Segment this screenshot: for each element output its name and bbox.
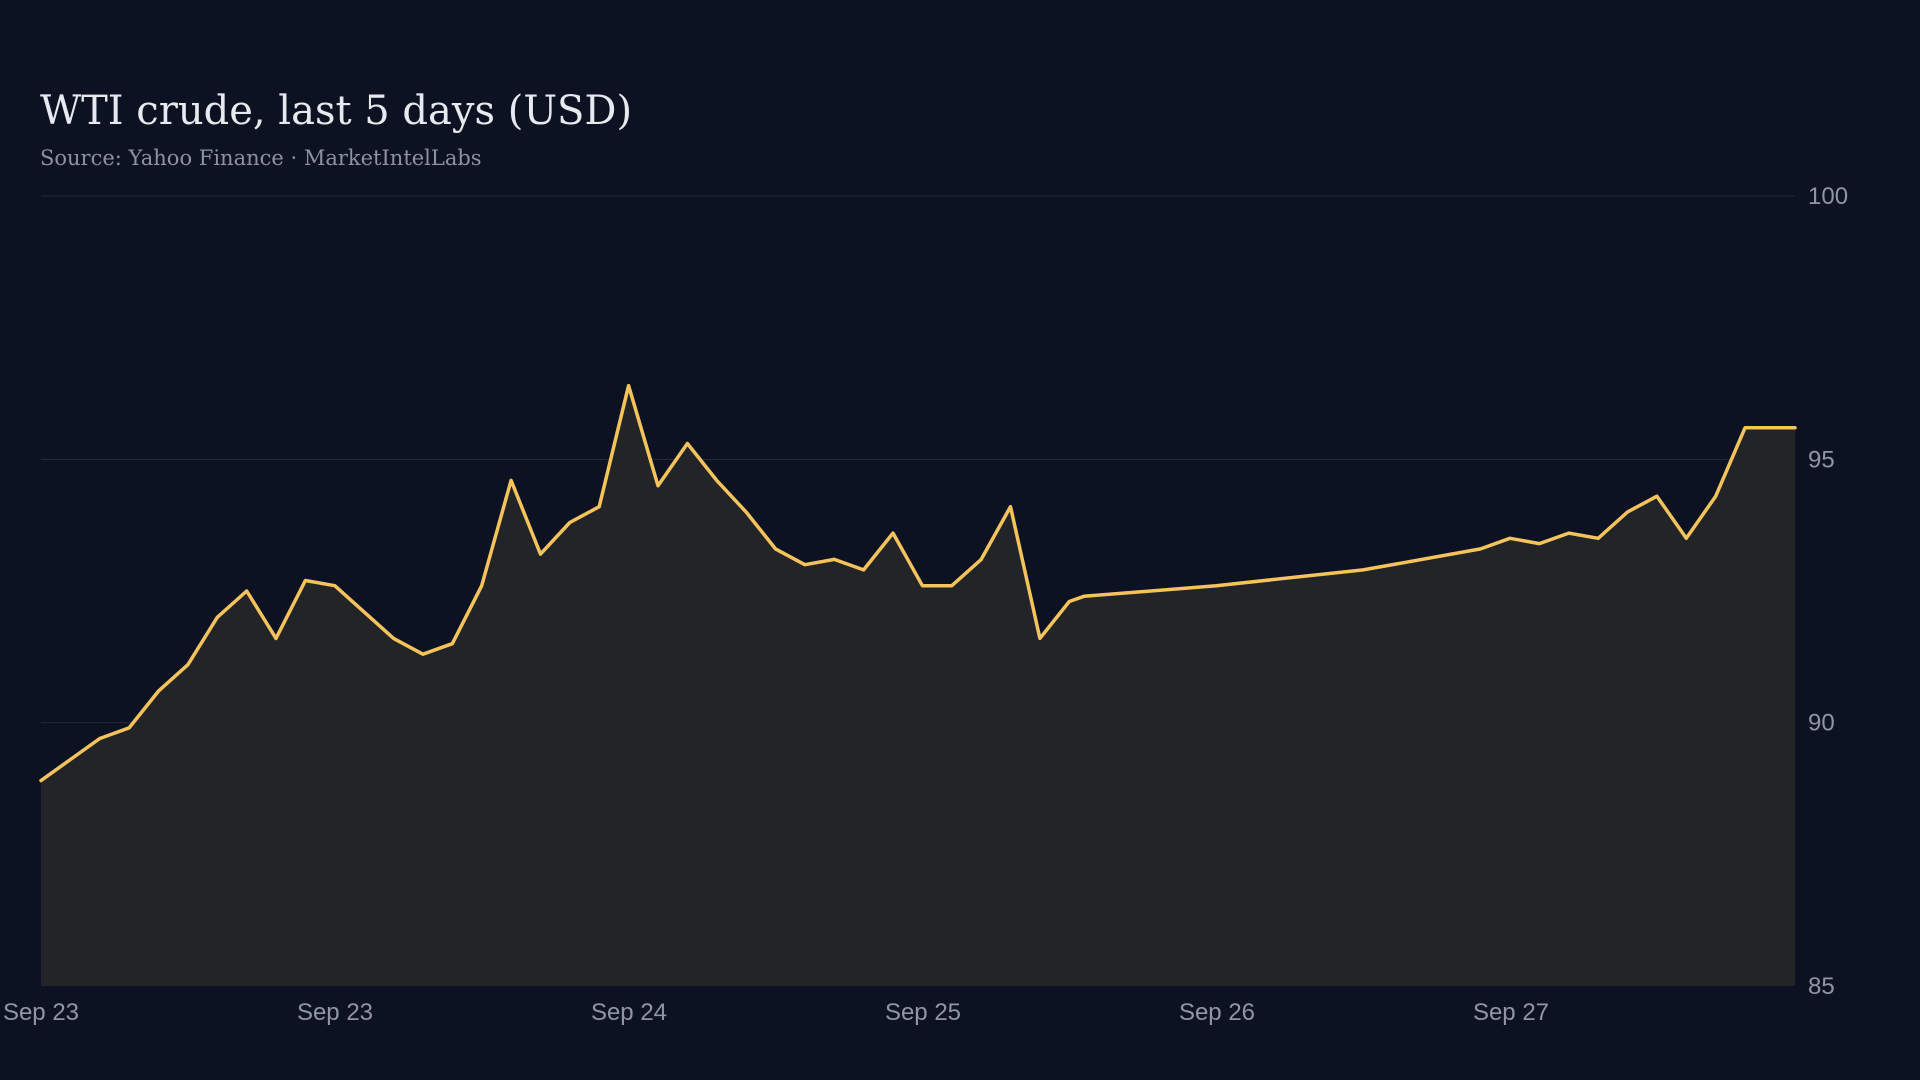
y-tick-label: 90 xyxy=(1808,710,1835,737)
chart-title: WTI crude, last 5 days (USD) xyxy=(40,88,633,134)
chart-subtitle: Source: Yahoo Finance · MarketIntelLabs xyxy=(40,146,482,170)
x-tick-label: Sep 26 xyxy=(1179,999,1255,1026)
x-tick-label: Sep 25 xyxy=(885,999,961,1026)
x-tick-label: Sep 27 xyxy=(1473,999,1549,1026)
x-tick-label: Sep 24 xyxy=(591,999,667,1026)
x-tick-label: Sep 23 xyxy=(3,999,79,1026)
price-area xyxy=(41,385,1795,987)
y-tick-label: 85 xyxy=(1808,973,1835,1000)
x-tick-label: Sep 23 xyxy=(297,999,373,1026)
y-tick-label: 100 xyxy=(1808,183,1848,210)
price-line xyxy=(39,383,1797,783)
y-tick-label: 95 xyxy=(1808,446,1835,473)
